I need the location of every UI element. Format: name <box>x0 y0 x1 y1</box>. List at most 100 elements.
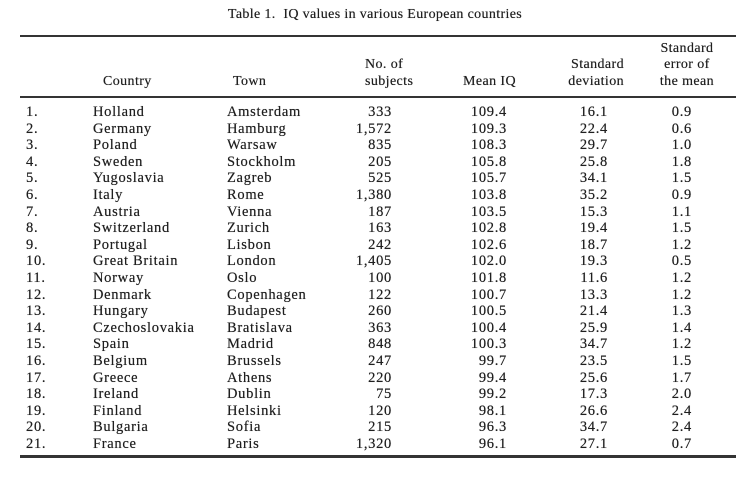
country-cell: Holland <box>93 104 145 120</box>
table-row: 16. Belgium Brussels 247 99.7 23.5 1.5 <box>20 353 736 370</box>
country-cell: Yugoslavia <box>93 170 165 187</box>
standard-error-cell: 1.2 <box>671 286 692 303</box>
standard-deviation-cell: 16.1 <box>579 104 608 120</box>
table-row: 1. Holland Amsterdam 333 109.4 16.1 0.9 <box>20 97 736 121</box>
standard-error-cell: 1.0 <box>671 137 692 154</box>
subjects-cell: 848 <box>368 336 392 353</box>
country-cell: Switzerland <box>93 220 170 237</box>
header-se-line3: the mean <box>659 73 714 89</box>
standard-deviation-cell: 34.7 <box>579 336 608 353</box>
standard-deviation-cell: 29.7 <box>579 137 608 154</box>
standard-deviation-cell: 34.7 <box>579 419 608 436</box>
table-row: 5. Yugoslavia Zagreb 525 105.7 34.1 1.5 <box>20 170 736 187</box>
country-cell: Hungary <box>93 303 149 320</box>
table-row: 2. Germany Hamburg 1,572 109.3 22.4 0.6 <box>20 121 736 138</box>
country-cell: Germany <box>93 120 152 137</box>
header-se-line1: Standard <box>660 40 714 56</box>
table-row: 19. Finland Helsinki 120 98.1 26.6 2.4 <box>20 403 736 420</box>
subjects-cell: 1,320 <box>355 435 392 452</box>
standard-deviation-cell: 11.6 <box>580 269 608 286</box>
standard-error-cell: 1.5 <box>671 220 692 237</box>
mean-iq-cell: 109.3 <box>470 120 507 137</box>
town-cell: Brussels <box>227 352 282 369</box>
country-cell: Sweden <box>93 153 144 170</box>
mean-iq-cell: 102.8 <box>470 220 507 237</box>
town-cell: Vienna <box>227 203 273 220</box>
subjects-cell: 163 <box>368 220 392 237</box>
standard-error-cell: 1.7 <box>671 369 692 386</box>
table-row: 7. Austria Vienna 187 103.5 15.3 1.1 <box>20 204 736 221</box>
row-number-cell: 3. <box>26 137 39 154</box>
table-row: 4. Sweden Stockholm 205 105.8 25.8 1.8 <box>20 154 736 171</box>
country-cell: Poland <box>93 137 138 154</box>
table-row: 11. Norway Oslo 100 101.8 11.6 1.2 <box>20 270 736 287</box>
table-row: 6. Italy Rome 1,380 103.8 35.2 0.9 <box>20 187 736 204</box>
town-cell: Paris <box>227 435 260 452</box>
country-cell: Finland <box>93 402 143 419</box>
town-cell: Madrid <box>227 336 274 353</box>
table-row: 21. France Paris 1,320 96.1 27.1 0.7 <box>20 436 736 457</box>
row-number-cell: 18. <box>26 386 47 403</box>
subjects-cell: 100 <box>368 269 392 286</box>
header-mean-iq-label: Mean IQ <box>463 73 516 89</box>
standard-deviation-cell: 19.3 <box>579 253 608 270</box>
standard-deviation-cell: 25.6 <box>579 369 608 386</box>
header-subjects: No. of subjects <box>350 36 425 98</box>
standard-error-cell: 0.9 <box>671 186 692 203</box>
mean-iq-cell: 102.6 <box>470 236 507 253</box>
row-number-cell: 19. <box>26 402 47 419</box>
mean-iq-cell: 99.4 <box>478 369 507 386</box>
row-number-cell: 5. <box>26 170 39 187</box>
standard-deviation-cell: 25.9 <box>579 319 608 336</box>
row-number-cell: 16. <box>26 352 47 369</box>
header-country: Country <box>65 36 215 98</box>
header-mean-iq: Mean IQ <box>425 36 520 98</box>
country-cell: Greece <box>93 369 139 386</box>
town-cell: Stockholm <box>227 153 297 170</box>
standard-error-cell: 1.8 <box>671 153 692 170</box>
country-cell: Portugal <box>93 236 148 253</box>
subjects-cell: 525 <box>368 170 392 187</box>
row-number-cell: 8. <box>26 220 39 237</box>
row-number-cell: 1. <box>26 104 39 120</box>
table-row: 20. Bulgaria Sofia 215 96.3 34.7 2.4 <box>20 419 736 436</box>
subjects-cell: 247 <box>368 352 392 369</box>
standard-deviation-cell: 34.1 <box>579 170 608 187</box>
standard-error-cell: 1.2 <box>671 269 692 286</box>
mean-iq-cell: 99.7 <box>478 352 507 369</box>
country-cell: Norway <box>93 269 144 286</box>
subjects-cell: 1,405 <box>355 253 392 270</box>
subjects-cell: 260 <box>368 303 392 320</box>
mean-iq-cell: 103.5 <box>470 203 507 220</box>
table-row: 17. Greece Athens 220 99.4 25.6 1.7 <box>20 370 736 387</box>
mean-iq-cell: 105.7 <box>470 170 507 187</box>
subjects-cell: 120 <box>368 402 392 419</box>
country-cell: France <box>93 435 137 452</box>
row-number-cell: 6. <box>26 186 39 203</box>
town-cell: Zurich <box>227 220 270 237</box>
standard-deviation-cell: 17.3 <box>579 386 608 403</box>
town-cell: Dublin <box>227 386 272 403</box>
town-cell: Budapest <box>227 303 287 320</box>
standard-error-cell: 1.2 <box>671 236 692 253</box>
subjects-cell: 242 <box>368 236 392 253</box>
town-cell: Warsaw <box>227 137 278 154</box>
header-row-number <box>20 36 65 98</box>
town-cell: Zagreb <box>227 170 273 187</box>
standard-deviation-cell: 21.4 <box>579 303 608 320</box>
header-standard-deviation: Standard deviation <box>520 36 625 98</box>
mean-iq-cell: 101.8 <box>470 269 507 286</box>
town-cell: Athens <box>227 369 273 386</box>
header-standard-error: Standard error of the mean <box>625 36 736 98</box>
country-cell: Belgium <box>93 352 148 369</box>
town-cell: Lisbon <box>227 236 272 253</box>
table-row: 14. Czechoslovakia Bratislava 363 100.4 … <box>20 320 736 337</box>
standard-deviation-cell: 22.4 <box>579 120 608 137</box>
subjects-cell: 187 <box>368 203 392 220</box>
standard-deviation-cell: 19.4 <box>579 220 608 237</box>
mean-iq-cell: 96.3 <box>478 419 507 436</box>
header-subjects-line2: subjects <box>365 73 414 89</box>
mean-iq-cell: 102.0 <box>470 253 507 270</box>
standard-deviation-cell: 25.8 <box>579 153 608 170</box>
